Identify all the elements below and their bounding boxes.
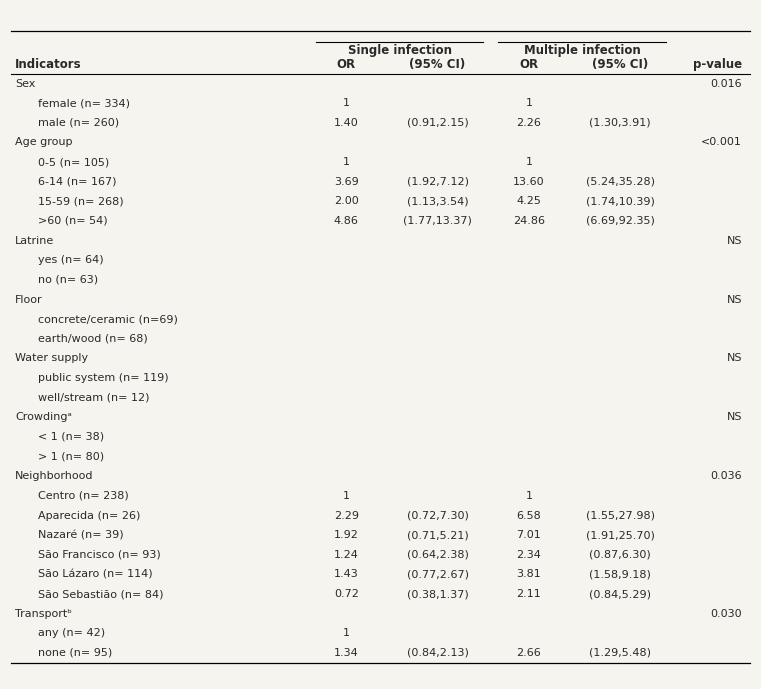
Text: 1: 1 (342, 491, 350, 501)
Text: 15-59 (n= 268): 15-59 (n= 268) (38, 196, 124, 207)
Text: (1.29,5.48): (1.29,5.48) (589, 648, 651, 658)
Text: (1.55,27.98): (1.55,27.98) (586, 511, 654, 521)
Text: 1.43: 1.43 (334, 569, 358, 579)
Text: 2.34: 2.34 (517, 550, 541, 560)
Text: 2.26: 2.26 (517, 118, 541, 128)
Text: 1.24: 1.24 (334, 550, 358, 560)
Text: 0-5 (n= 105): 0-5 (n= 105) (38, 157, 110, 167)
Text: (0.87,6.30): (0.87,6.30) (589, 550, 651, 560)
Text: (6.69,92.35): (6.69,92.35) (586, 216, 654, 226)
Text: (1.30,3.91): (1.30,3.91) (590, 118, 651, 128)
Text: (0.64,2.38): (0.64,2.38) (406, 550, 469, 560)
Text: NS: NS (727, 353, 742, 364)
Text: 1: 1 (525, 491, 533, 501)
Text: (1.91,25.70): (1.91,25.70) (586, 530, 654, 540)
Text: 4.25: 4.25 (517, 196, 541, 207)
Text: Transportᵇ: Transportᵇ (15, 608, 72, 619)
Text: Crowdingᵃ: Crowdingᵃ (15, 412, 72, 422)
Text: (1.13,3.54): (1.13,3.54) (407, 196, 468, 207)
Text: earth/wood (n= 68): earth/wood (n= 68) (38, 333, 148, 344)
Text: 2.00: 2.00 (334, 196, 358, 207)
Text: Latrine: Latrine (15, 236, 55, 246)
Text: >60 (n= 54): >60 (n= 54) (38, 216, 107, 226)
Text: 0.030: 0.030 (710, 608, 742, 619)
Text: São Sebastião (n= 84): São Sebastião (n= 84) (38, 589, 164, 599)
Text: 4.86: 4.86 (334, 216, 358, 226)
Text: (95% CI): (95% CI) (409, 58, 466, 70)
Text: (0.72,7.30): (0.72,7.30) (406, 511, 469, 521)
Text: (95% CI): (95% CI) (592, 58, 648, 70)
Text: (1.58,9.18): (1.58,9.18) (589, 569, 651, 579)
Text: 13.60: 13.60 (513, 176, 545, 187)
Text: (1.92,7.12): (1.92,7.12) (406, 176, 469, 187)
Text: (1.74,10.39): (1.74,10.39) (586, 196, 654, 207)
Text: (0.84,2.13): (0.84,2.13) (406, 648, 469, 658)
Text: São Francisco (n= 93): São Francisco (n= 93) (38, 550, 161, 560)
Text: no (n= 63): no (n= 63) (38, 275, 98, 285)
Text: <0.001: <0.001 (701, 137, 742, 147)
Text: 3.69: 3.69 (334, 176, 358, 187)
Text: (0.84,5.29): (0.84,5.29) (589, 589, 651, 599)
Text: 0.036: 0.036 (710, 471, 742, 482)
Text: NS: NS (727, 294, 742, 305)
Text: Age group: Age group (15, 137, 73, 147)
Text: 1: 1 (525, 98, 533, 108)
Text: 7.01: 7.01 (517, 530, 541, 540)
Text: OR: OR (336, 58, 356, 70)
Text: 1: 1 (342, 157, 350, 167)
Text: 1.92: 1.92 (334, 530, 358, 540)
Text: none (n= 95): none (n= 95) (38, 648, 113, 658)
Text: Neighborhood: Neighborhood (15, 471, 94, 482)
Text: 1.40: 1.40 (334, 118, 358, 128)
Text: Floor: Floor (15, 294, 43, 305)
Text: (5.24,35.28): (5.24,35.28) (586, 176, 654, 187)
Text: Centro (n= 238): Centro (n= 238) (38, 491, 129, 501)
Text: Water supply: Water supply (15, 353, 88, 364)
Text: NS: NS (727, 236, 742, 246)
Text: well/stream (n= 12): well/stream (n= 12) (38, 393, 150, 403)
Text: OR: OR (519, 58, 539, 70)
Text: public system (n= 119): public system (n= 119) (38, 373, 169, 383)
Text: any (n= 42): any (n= 42) (38, 628, 105, 639)
Text: 1: 1 (342, 98, 350, 108)
Text: 2.11: 2.11 (517, 589, 541, 599)
Text: Nazaré (n= 39): Nazaré (n= 39) (38, 530, 124, 540)
Text: 2.66: 2.66 (517, 648, 541, 658)
Text: 3.81: 3.81 (517, 569, 541, 579)
Text: 6-14 (n= 167): 6-14 (n= 167) (38, 176, 116, 187)
Text: > 1 (n= 80): > 1 (n= 80) (38, 451, 104, 462)
Text: 0.72: 0.72 (334, 589, 358, 599)
Text: (0.38,1.37): (0.38,1.37) (406, 589, 469, 599)
Text: 1: 1 (525, 157, 533, 167)
Text: (0.71,5.21): (0.71,5.21) (406, 530, 469, 540)
Text: p-value: p-value (693, 58, 742, 70)
Text: yes (n= 64): yes (n= 64) (38, 255, 103, 265)
Text: concrete/ceramic (n=69): concrete/ceramic (n=69) (38, 314, 178, 325)
Text: NS: NS (727, 412, 742, 422)
Text: 24.86: 24.86 (513, 216, 545, 226)
Text: (0.91,2.15): (0.91,2.15) (406, 118, 469, 128)
Text: Sex: Sex (15, 79, 36, 89)
Text: (0.77,2.67): (0.77,2.67) (406, 569, 469, 579)
Text: 6.58: 6.58 (517, 511, 541, 521)
Text: (1.77,13.37): (1.77,13.37) (403, 216, 472, 226)
Text: 0.016: 0.016 (710, 79, 742, 89)
Text: Indicators: Indicators (15, 58, 82, 70)
Text: Multiple infection: Multiple infection (524, 44, 641, 56)
Text: < 1 (n= 38): < 1 (n= 38) (38, 432, 104, 442)
Text: Aparecida (n= 26): Aparecida (n= 26) (38, 511, 141, 521)
Text: 1: 1 (342, 628, 350, 639)
Text: female (n= 334): female (n= 334) (38, 98, 130, 108)
Text: 2.29: 2.29 (334, 511, 358, 521)
Text: 1.34: 1.34 (334, 648, 358, 658)
Text: male (n= 260): male (n= 260) (38, 118, 119, 128)
Text: Single infection: Single infection (348, 44, 451, 56)
Text: São Lázaro (n= 114): São Lázaro (n= 114) (38, 569, 153, 579)
